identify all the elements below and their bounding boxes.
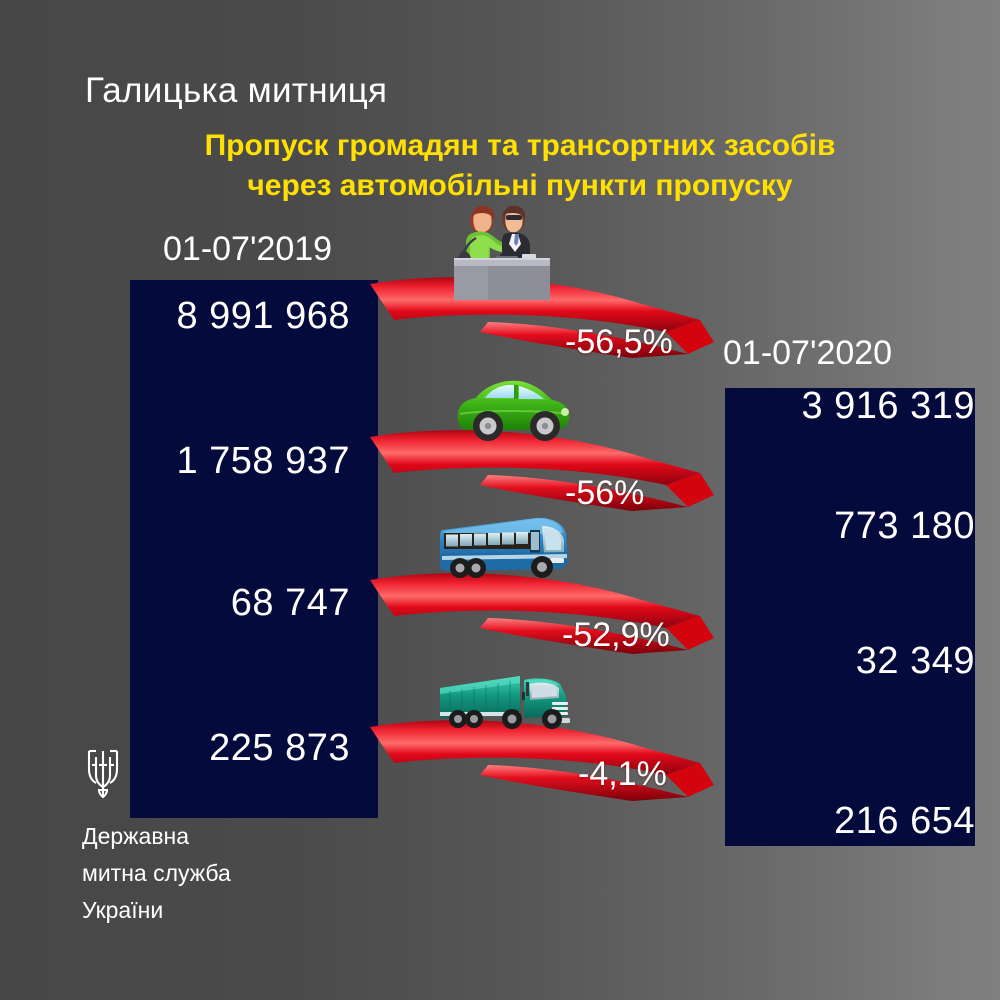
value-2020-buses: 32 349 — [855, 640, 975, 682]
page-title: Галицька митниця — [85, 71, 388, 110]
subtitle-line-1: Пропуск громадян та трансортних засобів — [204, 129, 836, 162]
page-subtitle: Пропуск громадян та трансортних засобів … — [0, 126, 1000, 206]
change-label-buses: -52,9% — [562, 616, 670, 654]
agency-name: Державна митна служба України — [82, 818, 231, 929]
period-label-2020: 01-07'2020 — [723, 334, 893, 372]
change-label-citizens: -56,5% — [565, 323, 673, 361]
change-label-trucks: -4,1% — [578, 755, 667, 793]
value-2020-citizens: 3 916 319 — [801, 385, 975, 427]
passenger-at-customs-desk-icon — [440, 198, 564, 302]
change-arrow-citizens — [370, 262, 760, 382]
subtitle-line-2: через автомобільні пункти пропуску — [247, 169, 793, 202]
value-2020-cars: 773 180 — [834, 505, 975, 547]
agency-name-line-2: митна служба — [82, 860, 231, 886]
green-car-icon — [452, 368, 574, 446]
panel-period-2020 — [725, 388, 975, 846]
agency-name-line-1: Державна — [82, 823, 190, 849]
ukraine-trident-emblem-icon — [83, 745, 123, 803]
change-label-cars: -56% — [565, 474, 645, 512]
teal-truck-icon — [436, 662, 582, 736]
value-2019-citizens: 8 991 968 — [176, 295, 350, 337]
period-label-2019: 01-07'2019 — [163, 230, 333, 268]
value-2019-buses: 68 747 — [230, 582, 350, 624]
blue-bus-icon — [432, 508, 574, 584]
value-2019-trucks: 225 873 — [209, 727, 350, 769]
value-2019-cars: 1 758 937 — [176, 440, 350, 482]
panel-period-2019 — [130, 280, 378, 818]
value-2020-trucks: 216 654 — [834, 800, 975, 842]
agency-name-line-3: України — [82, 897, 164, 923]
